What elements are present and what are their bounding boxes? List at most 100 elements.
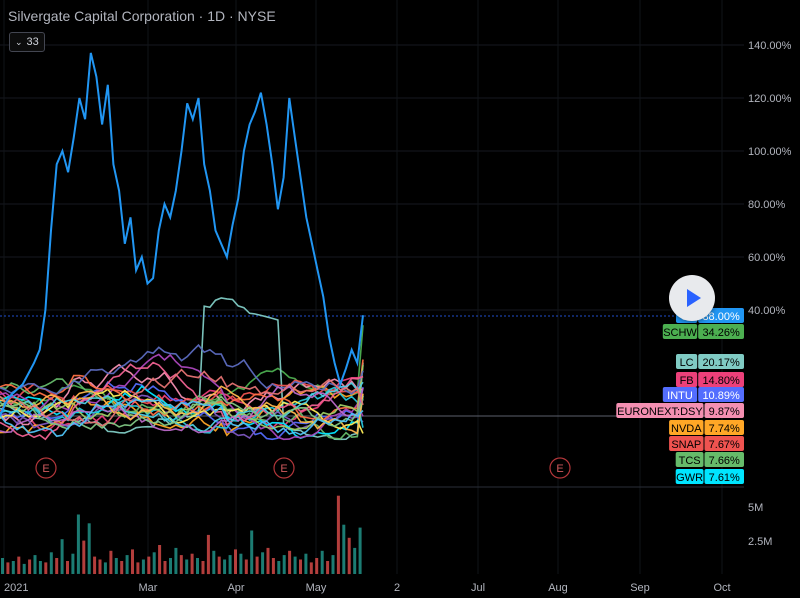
time-axis[interactable]: 2021 Mar Apr May 2 Jul Aug Sep Oct [4, 582, 731, 594]
series-name: GWR [676, 472, 703, 484]
x-tick-label: Apr [227, 582, 244, 594]
volume-bar [223, 559, 227, 574]
volume-bar [320, 550, 324, 574]
volume-bar [152, 552, 156, 575]
volume-bar [158, 545, 162, 574]
comparison-series-line [0, 381, 364, 433]
series-value: 7.74% [709, 423, 740, 435]
x-tick-label: Oct [713, 582, 730, 594]
series-value-tag [704, 469, 744, 484]
x-tick-label: 2021 [4, 582, 28, 594]
x-tick-label: May [306, 582, 327, 594]
earnings-e-icon[interactable] [35, 457, 57, 479]
volume-bar [87, 523, 91, 575]
volume-axis: 5M 2.5M [748, 502, 772, 548]
si-series-line [0, 52, 364, 417]
volume-bar [250, 530, 254, 574]
volume-bar [277, 561, 281, 575]
volume-tick-label: 5M [748, 502, 763, 514]
volume-bar [103, 562, 107, 574]
series-value-tag [704, 436, 744, 451]
volume-bar [136, 562, 140, 574]
volume-bar [206, 534, 210, 575]
indicator-collapse-button[interactable]: ⌄ 33 [9, 32, 45, 52]
earnings-e-icon[interactable] [549, 457, 571, 479]
volume-bar [49, 552, 53, 575]
volume-bars [1, 495, 362, 575]
x-tick-label: Aug [548, 582, 568, 594]
series-value: 7.67% [709, 439, 740, 451]
volume-bar [179, 555, 183, 574]
play-icon [687, 289, 701, 307]
y-tick-label: 80.00% [748, 199, 786, 211]
comparison-series-line [0, 343, 364, 395]
volume-bar [131, 549, 134, 574]
volume-bar [174, 547, 178, 574]
series-value-labels: SI38.00%SCHW34.26%LC20.17%FB14.80%INTU10… [616, 308, 744, 484]
series-name: NVDA [671, 423, 702, 435]
volume-bar [293, 556, 297, 574]
earnings-e-icon[interactable] [273, 457, 295, 479]
volume-bar [114, 558, 118, 574]
volume-bar [33, 555, 37, 574]
chart-title: Silvergate Capital Corporation · 1D · NY… [8, 8, 276, 24]
comparison-series-line [0, 385, 364, 434]
comparison-series-line [0, 353, 364, 441]
series-value-tag [698, 372, 744, 387]
volume-bar [217, 556, 221, 574]
si-series-polyline [0, 52, 364, 417]
volume-tick-label: 2.5M [748, 536, 772, 548]
comparison-series-line [0, 368, 364, 427]
volume-bar [163, 561, 167, 575]
indicator-count: 33 [26, 36, 39, 48]
series-name: TCS [679, 455, 701, 467]
series-name-tag [616, 403, 704, 418]
volume-bar [28, 559, 32, 574]
volume-bar [201, 561, 205, 575]
volume-bar [82, 540, 86, 574]
x-tick-label: 2 [394, 582, 400, 594]
volume-bar [358, 527, 362, 574]
series-value: 9.87% [709, 406, 740, 418]
volume-bar [185, 559, 189, 574]
y-tick-label: 100.00% [748, 146, 792, 158]
volume-bar [109, 550, 113, 574]
volume-bar [288, 550, 292, 574]
volume-bar [261, 552, 265, 575]
series-value-tag [704, 403, 744, 418]
series-name-tag [662, 387, 698, 402]
volume-bar [22, 563, 26, 574]
volume-bar [141, 559, 145, 574]
series-name-tag [669, 420, 704, 435]
earnings-label: E [42, 463, 49, 475]
volume-bar [299, 559, 302, 574]
volume-bar [266, 547, 270, 574]
volume-bar [55, 558, 59, 574]
comparison-series-line [0, 398, 364, 438]
replay-play-button[interactable] [669, 275, 715, 321]
comparison-series-line [0, 381, 364, 441]
comparison-series-lines [0, 297, 364, 441]
volume-bar [196, 558, 199, 574]
volume-bar [44, 562, 48, 574]
comparison-series-line [0, 386, 364, 434]
grid-lines [0, 0, 744, 574]
volume-bar [234, 549, 237, 574]
volume-bar [190, 553, 194, 574]
volume-bar [38, 561, 42, 575]
volume-bar [353, 547, 357, 574]
volume-bar [347, 537, 351, 575]
y-tick-label: 120.00% [748, 93, 792, 105]
price-axis[interactable]: 140.00% 120.00% 100.00% 80.00% 60.00% 40.00% [748, 40, 792, 317]
volume-bar [120, 561, 124, 575]
comparison-series-line [0, 385, 364, 437]
volume-bar [147, 556, 151, 574]
volume-bar [60, 539, 64, 574]
y-tick-label: 140.00% [748, 40, 792, 52]
volume-bar [71, 553, 75, 574]
volume-bar [169, 558, 172, 574]
volume-bar [282, 555, 286, 574]
volume-bar [336, 495, 340, 574]
